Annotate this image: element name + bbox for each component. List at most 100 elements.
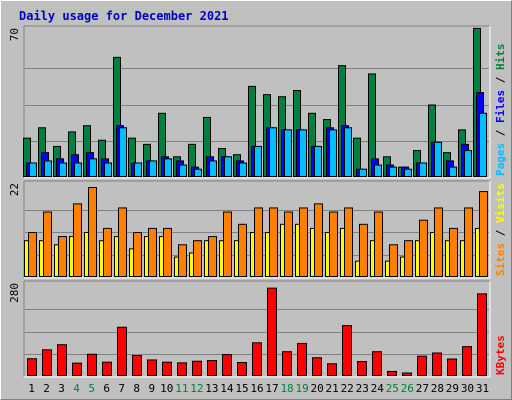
visits-bar-sites-day-11	[178, 244, 187, 277]
visits-bar-sites-day-18	[284, 211, 293, 277]
kbytes-bar-kbytes-day-27	[417, 355, 427, 376]
day-label-4: 4	[73, 382, 80, 395]
kbytes-bar-kbytes-day-18	[282, 351, 292, 377]
visits-bar-sites-day-3	[58, 236, 67, 278]
hits-bar-pages-day-16	[254, 145, 262, 178]
kbytes-bar-kbytes-day-1	[27, 358, 37, 377]
day-label-28: 28	[431, 382, 444, 395]
day-label-21: 21	[326, 382, 339, 395]
hits-legend-part: Pages	[494, 143, 507, 176]
hits-bar-pages-day-23	[359, 168, 367, 177]
kbytes-bar-kbytes-day-4	[72, 362, 82, 376]
chart-title: Daily usage for December 2021	[19, 9, 229, 23]
hits-bar-pages-day-15	[239, 162, 247, 177]
visits-bar-sites-day-16	[254, 207, 263, 277]
hits-bar-pages-day-5	[89, 158, 97, 178]
day-label-15: 15	[235, 382, 248, 395]
kbytes-bar-kbytes-day-9	[147, 359, 157, 377]
visits-legend: Sites / Visits	[494, 183, 507, 276]
visits-bar-sites-day-31	[479, 191, 488, 277]
kbytes-bar-kbytes-day-3	[57, 344, 67, 377]
hits-bar-pages-day-4	[74, 162, 82, 177]
day-label-27: 27	[416, 382, 429, 395]
kbytes-bar-kbytes-day-13	[207, 360, 217, 377]
visits-bar-sites-day-4	[73, 203, 82, 277]
hits-bar-pages-day-21	[329, 129, 337, 178]
kbytes-bar-kbytes-day-23	[357, 361, 367, 376]
visits-legend-part: /	[494, 223, 507, 243]
x-axis-day-labels: 1 2 3 4 5 6 7 8 9 10 11 12 13 14 15 16 17 18 19 20 21 22 23 24 2…	[28, 382, 489, 395]
kbytes-bar-kbytes-day-29	[447, 358, 457, 376]
kbytes-scale-max-label: 280	[8, 283, 21, 303]
hits-legend-part: /	[494, 123, 507, 143]
kbytes-bar-kbytes-day-16	[252, 342, 262, 376]
visits-bar-sites-day-28	[434, 207, 443, 277]
kbytes-bar-kbytes-day-28	[432, 352, 442, 377]
day-label-31: 31	[476, 382, 489, 395]
visits-bar-sites-day-30	[464, 207, 473, 277]
hits-legend-part: /	[494, 70, 507, 90]
kbytes-bar-kbytes-day-12	[192, 360, 202, 377]
hits-bar-pages-day-1	[29, 162, 37, 177]
visits-bar-sites-day-24	[374, 211, 383, 277]
day-label-3: 3	[58, 382, 65, 395]
day-label-25: 25	[386, 382, 399, 395]
kbytes-bar-kbytes-day-21	[327, 363, 337, 376]
visits-bar-sites-day-14	[223, 211, 232, 277]
hits-bar-pages-day-17	[269, 127, 277, 177]
day-label-8: 8	[133, 382, 140, 395]
visits-scale-max-label: 22	[8, 183, 21, 196]
day-label-17: 17	[265, 382, 278, 395]
hits-bar-pages-day-9	[149, 160, 157, 178]
visits-bar-sites-day-6	[103, 227, 112, 277]
visits-bar-sites-day-12	[193, 240, 202, 278]
visits-bar-sites-day-10	[163, 227, 172, 277]
hits-bar-pages-day-8	[134, 162, 142, 177]
kbytes-bar-kbytes-day-17	[267, 287, 277, 376]
visits-bar-sites-day-2	[43, 211, 52, 277]
day-label-7: 7	[118, 382, 125, 395]
visits-bar-sites-day-5	[88, 187, 97, 277]
kbytes-bar-kbytes-day-26	[402, 372, 412, 376]
day-label-10: 10	[160, 382, 173, 395]
day-label-18: 18	[280, 382, 293, 395]
visits-bar-sites-day-29	[449, 227, 458, 277]
day-label-24: 24	[371, 382, 385, 395]
visits-legend-part: Sites	[494, 243, 507, 276]
kbytes-bar-kbytes-day-15	[237, 362, 247, 376]
kbytes-bar-kbytes-day-5	[87, 353, 97, 376]
hits-bar-pages-day-2	[44, 160, 52, 178]
kbytes-bar-kbytes-day-30	[462, 346, 472, 376]
kbytes-legend: KBytes	[494, 335, 507, 375]
day-label-14: 14	[220, 382, 234, 395]
day-label-16: 16	[250, 382, 263, 395]
hits-bar-pages-day-11	[179, 164, 187, 177]
kbytes-bar-kbytes-day-11	[177, 362, 187, 377]
visits-bar-sites-day-22	[344, 207, 353, 277]
day-label-1: 1	[28, 382, 35, 395]
hits-bar-pages-day-20	[314, 145, 322, 178]
kbytes-bar-kbytes-day-24	[372, 351, 382, 377]
hits-bar-pages-day-7	[119, 127, 127, 177]
visits-bar-sites-day-23	[359, 223, 368, 277]
kbytes-bar-kbytes-day-7	[117, 326, 127, 377]
day-label-19: 19	[295, 382, 308, 395]
visits-bar-sites-day-17	[269, 207, 278, 277]
visits-bar-sites-day-26	[404, 240, 413, 278]
hits-bar-pages-day-26	[404, 168, 412, 177]
hits-bar-pages-day-28	[434, 141, 442, 178]
hits-bar-pages-day-18	[284, 129, 292, 178]
hits-bar-pages-day-31	[479, 112, 487, 177]
hits-bar-pages-day-3	[59, 162, 67, 177]
hits-bar-pages-day-29	[449, 166, 457, 177]
hits-legend-part: Files	[494, 90, 507, 123]
kbytes-bar-kbytes-day-10	[162, 361, 172, 377]
day-label-2: 2	[43, 382, 50, 395]
kbytes-bar-kbytes-day-19	[297, 342, 307, 377]
kbytes-bar-kbytes-day-20	[312, 357, 322, 376]
kbytes-bar-kbytes-day-6	[102, 361, 112, 377]
visits-panel: 22 Sites / Visits	[8, 180, 507, 279]
kbytes-bar-kbytes-day-25	[387, 370, 397, 376]
visits-bar-sites-day-1	[28, 232, 37, 277]
day-label-22: 22	[341, 382, 354, 395]
